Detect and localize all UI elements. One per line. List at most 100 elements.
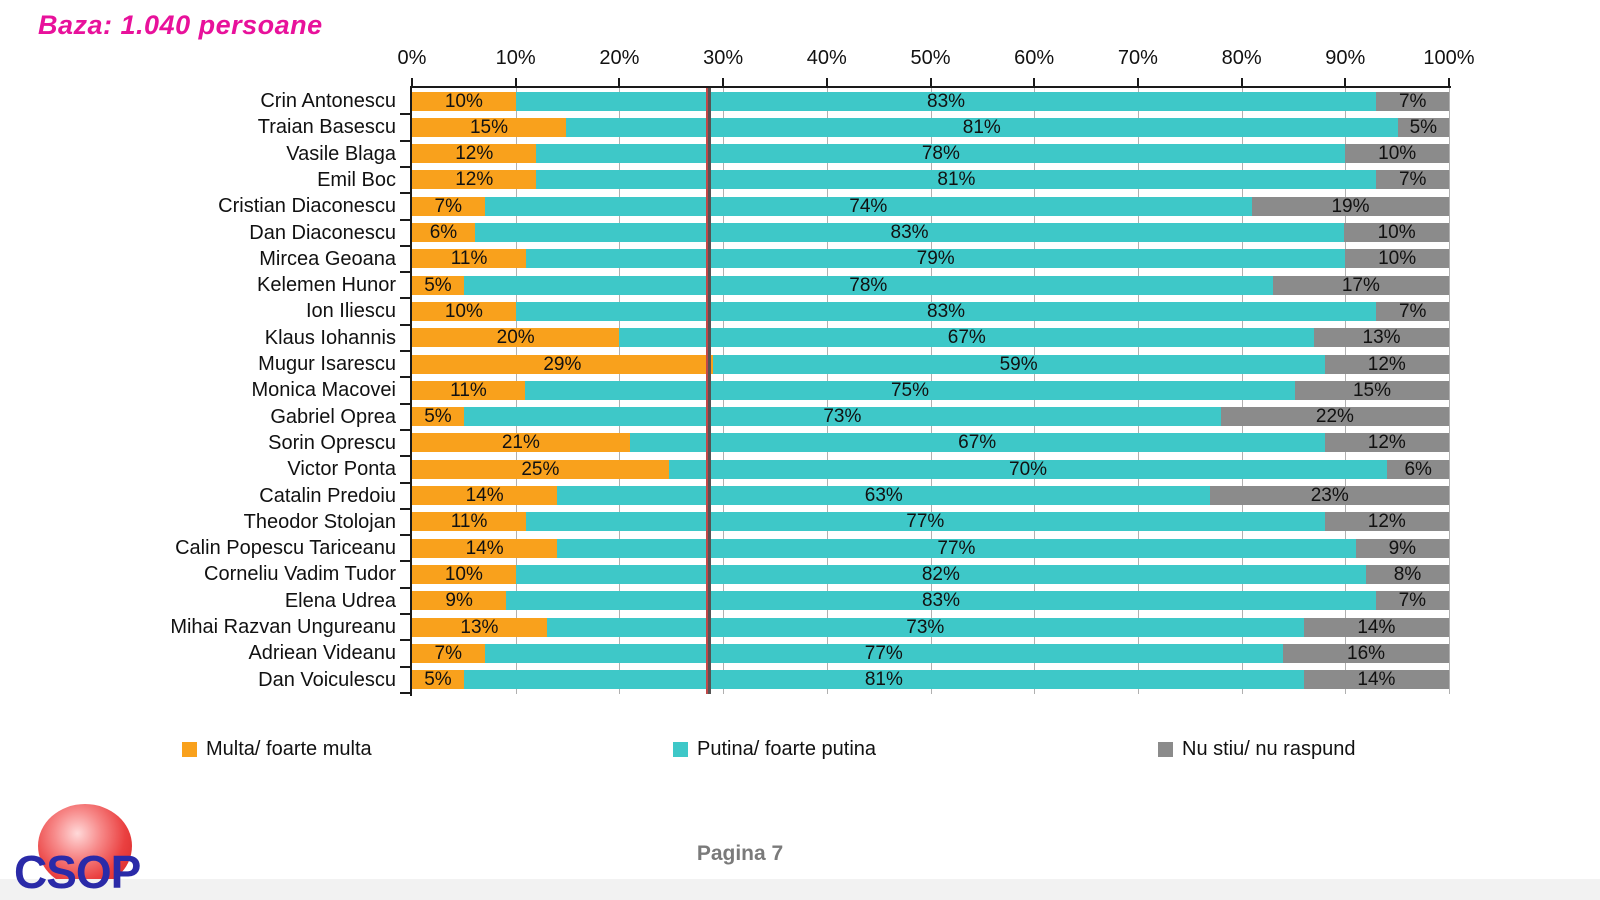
category-label: Traian Basescu	[257, 116, 396, 139]
bar-segment-putina: 67%	[619, 328, 1315, 348]
chart-row: 7% 74% 19%	[412, 195, 1449, 217]
reference-line-dark	[708, 88, 711, 694]
bar-segment-putina: 78%	[536, 143, 1346, 165]
y-axis-tick	[400, 192, 411, 195]
chart-row: 10% 83% 7%	[412, 301, 1449, 321]
category-label: Cristian Diaconescu	[218, 195, 396, 218]
y-axis-tick	[400, 534, 411, 537]
y-axis-tick	[400, 297, 411, 300]
bar-segment-nustiu: 10%	[1344, 223, 1449, 242]
bar-value-label: 5%	[1409, 116, 1438, 138]
bar-value-label: 7%	[1398, 590, 1427, 612]
bar-segment-multa: 11%	[412, 248, 527, 270]
x-axis-tick	[1136, 78, 1139, 86]
y-axis-line	[410, 86, 412, 696]
bar-value-label: 77%	[937, 537, 976, 559]
x-axis-tick-label: 90%	[1325, 47, 1366, 69]
chart-row: 12% 78% 10%	[412, 143, 1449, 165]
bar-segment-putina: 83%	[515, 301, 1377, 321]
bar-segment-putina: 75%	[524, 380, 1295, 400]
y-axis-tick	[400, 507, 411, 510]
bar-value-label: 83%	[921, 590, 960, 612]
y-axis-tick	[400, 350, 411, 352]
page-title: Baza: 1.040 persoane	[38, 10, 323, 40]
category-label: Emil Boc	[317, 168, 396, 191]
bar-segment-nustiu: 12%	[1324, 432, 1449, 454]
bar-value-label: 23%	[1310, 485, 1349, 506]
bar-segment-putina: 77%	[526, 512, 1325, 532]
bar-value-label: 83%	[927, 90, 966, 112]
y-axis-tick	[400, 428, 411, 431]
bar-segment-nustiu: 6%	[1387, 459, 1449, 479]
bar-segment-putina: 81%	[566, 117, 1398, 137]
bar-value-label: 11%	[450, 248, 488, 270]
bar-segment-nustiu: 17%	[1272, 275, 1449, 295]
bar-value-label: 5%	[424, 406, 452, 428]
bar-value-label: 74%	[849, 195, 888, 217]
bar-segment-nustiu: 23%	[1210, 486, 1449, 505]
bar-segment-multa: 7%	[412, 196, 485, 216]
bar-value-label: 10%	[444, 90, 483, 112]
bar-value-label: 73%	[823, 406, 862, 428]
category-label: Dan Diaconescu	[249, 221, 396, 244]
bar-value-label: 78%	[921, 143, 960, 165]
y-axis-tick	[400, 586, 411, 589]
bar-value-label: 6%	[429, 222, 458, 243]
bar-value-label: 25%	[521, 458, 560, 480]
bar-segment-multa: 10%	[412, 564, 516, 584]
chart-row: 12% 81% 7%	[412, 169, 1449, 191]
legend-label: Nu stiu/ nu raspund	[1182, 738, 1356, 760]
legend-label: Putina/ foarte putina	[697, 738, 877, 760]
bar-segment-multa: 20%	[412, 327, 620, 349]
bar-value-label: 78%	[849, 274, 888, 296]
chart-row: 13% 73% 14%	[412, 616, 1449, 638]
bar-segment-nustiu: 8%	[1366, 564, 1449, 584]
bar-segment-putina: 73%	[546, 617, 1304, 637]
bar-value-label: 5%	[424, 274, 452, 296]
bar-value-label: 22%	[1315, 406, 1354, 428]
chart-row: 10% 83% 7%	[412, 90, 1449, 112]
x-axis-tick	[411, 78, 413, 86]
y-axis-tick	[400, 481, 411, 484]
y-axis-tick	[400, 455, 411, 458]
chart-row: 15% 81% 5%	[412, 116, 1449, 138]
bar-segment-putina: 73%	[463, 406, 1221, 428]
bar-segment-multa: 11%	[412, 512, 527, 532]
category-label: Corneliu Vadim Tudor	[204, 563, 396, 586]
category-label: Elena Udrea	[284, 589, 396, 612]
bar-value-label: 12%	[1367, 353, 1406, 375]
bar-value-label: 13%	[1362, 327, 1401, 349]
bar-value-label: 14%	[1357, 616, 1396, 638]
bar-value-label: 67%	[958, 432, 997, 454]
bar-value-label: 12%	[1367, 432, 1406, 454]
bar-segment-nustiu: 15%	[1294, 379, 1449, 401]
bar-value-label: 12%	[455, 169, 494, 191]
x-axis-tick-label: 30%	[703, 47, 744, 69]
bar-value-label: 19%	[1331, 195, 1370, 217]
y-axis-tick	[400, 613, 411, 615]
legend-item: Nu stiu/ nu raspund	[1158, 738, 1355, 761]
category-label: Klaus Iohannis	[264, 326, 396, 349]
legend-swatch-icon	[1158, 742, 1173, 757]
legend-item: Multa/ foarte multa	[182, 738, 372, 761]
category-label: Monica Macovei	[251, 379, 396, 402]
logo-ball-icon	[38, 804, 132, 888]
x-axis-tick-label: 60%	[1014, 47, 1055, 69]
bar-segment-nustiu: 10%	[1345, 249, 1449, 269]
bar-value-label: 29%	[543, 353, 582, 375]
bar-segment-multa: 14%	[412, 537, 558, 559]
x-axis-tick	[1033, 78, 1036, 86]
x-axis-tick	[514, 78, 517, 86]
y-axis-tick	[400, 560, 411, 563]
bar-segment-multa: 10%	[412, 301, 516, 321]
x-axis-tick	[929, 78, 932, 86]
bar-segment-nustiu: 5%	[1397, 116, 1449, 138]
y-axis-tick	[400, 165, 411, 168]
bar-value-label: 14%	[465, 537, 504, 559]
bar-value-label: 20%	[496, 327, 535, 349]
chart-row: 20% 67% 13%	[412, 327, 1449, 349]
bar-value-label: 10%	[1377, 222, 1416, 243]
bar-value-label: 7%	[1398, 90, 1427, 112]
bar-value-label: 15%	[1352, 379, 1391, 401]
